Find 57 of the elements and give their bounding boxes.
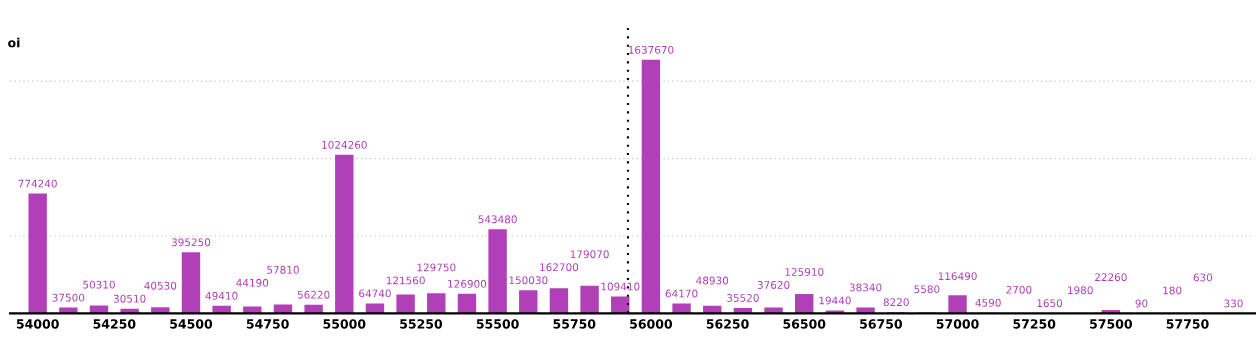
x-tick-label: 54750 (246, 319, 289, 329)
data-label: 38340 (849, 283, 882, 292)
data-label: 630 (1193, 273, 1213, 282)
data-label: 35520 (727, 294, 759, 302)
data-label: 2700 (1006, 285, 1032, 294)
x-tick-label: 56500 (783, 319, 826, 329)
x-tick-label: 54250 (93, 319, 136, 329)
data-label: 125910 (785, 268, 824, 276)
data-label: 4590 (975, 298, 1001, 307)
data-label: 57810 (267, 265, 299, 274)
x-tick-label: 56250 (706, 319, 749, 329)
data-label: 395250 (171, 238, 211, 247)
x-tick-label: 57250 (1013, 319, 1056, 329)
data-label: 90 (1135, 299, 1148, 308)
data-label: 8220 (883, 298, 909, 307)
data-label: 774240 (18, 179, 57, 188)
data-label: 121560 (386, 276, 425, 285)
x-tick-label: 56000 (630, 319, 673, 329)
data-label: 37620 (757, 281, 790, 289)
data-label: 1024260 (322, 140, 367, 149)
data-label: 330 (1224, 299, 1243, 308)
x-tick-label: 56750 (860, 319, 903, 329)
data-label: 19440 (819, 296, 851, 305)
x-tick-label: 54500 (170, 319, 213, 329)
x-tick-label: 57750 (1166, 319, 1209, 329)
data-label: 44190 (236, 278, 269, 287)
x-tick-label: 54000 (16, 319, 59, 329)
x-tick-label: 55500 (476, 319, 519, 329)
data-label: 179070 (570, 250, 609, 259)
data-label: 1637670 (628, 45, 674, 54)
data-label: 150030 (509, 276, 548, 285)
data-label: 50310 (83, 280, 115, 289)
x-tick-label: 57000 (936, 319, 979, 329)
data-label: 64740 (359, 289, 391, 298)
data-label: 1650 (1037, 299, 1063, 308)
data-label: 1980 (1068, 286, 1093, 295)
data-label: 22260 (1095, 273, 1127, 282)
data-label: 543480 (478, 215, 517, 224)
data-label: 126900 (448, 279, 487, 288)
data-label: 5580 (914, 285, 940, 294)
data-label: 40530 (144, 281, 177, 290)
data-label: 64170 (665, 289, 698, 298)
data-label: 109410 (601, 282, 640, 291)
data-label: 48930 (696, 276, 729, 285)
data-label: 162700 (540, 263, 579, 272)
data-label: 116490 (938, 272, 977, 281)
data-label: 56220 (297, 290, 330, 299)
x-tick-label: 55000 (323, 319, 366, 329)
data-label: 37500 (52, 293, 85, 302)
data-label: 129750 (417, 263, 456, 272)
x-tick-label: 57500 (1090, 319, 1132, 329)
data-label: 180 (1163, 286, 1182, 295)
y-axis-title: oi (8, 37, 20, 48)
x-tick-label: 55750 (553, 319, 596, 329)
x-tick-label: 55250 (400, 319, 443, 329)
data-label: 49410 (205, 291, 238, 300)
data-label: 30510 (113, 294, 146, 303)
